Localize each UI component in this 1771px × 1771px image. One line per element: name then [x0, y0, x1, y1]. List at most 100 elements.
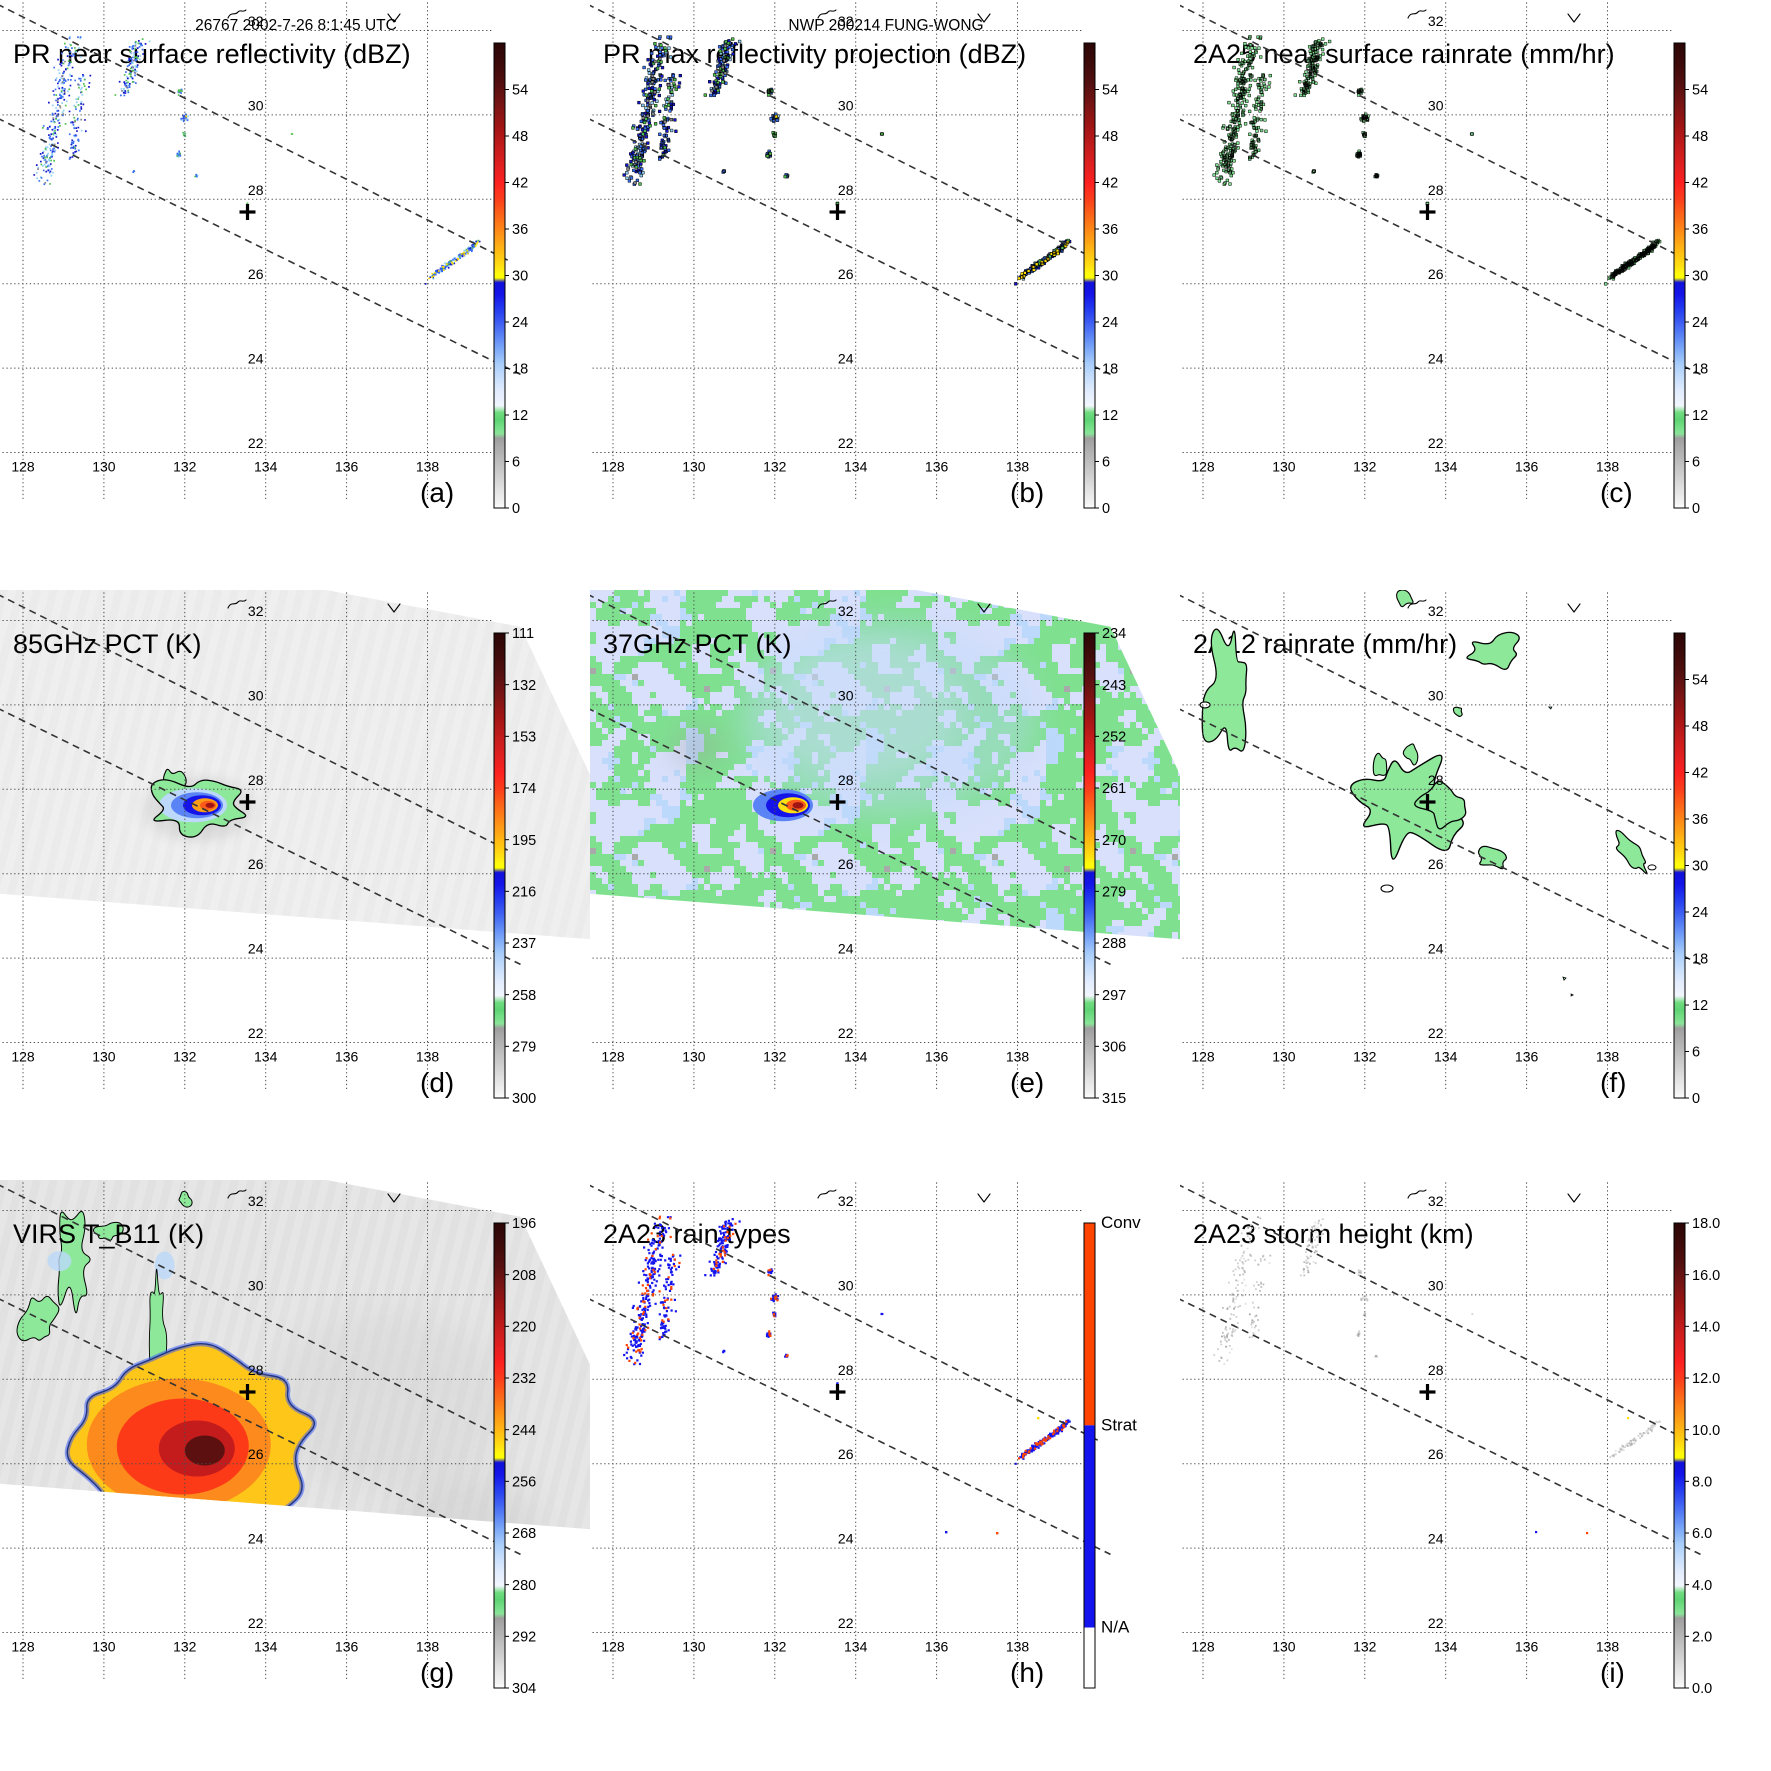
svg-text:315: 315 [1102, 1091, 1126, 1107]
svg-text:216: 216 [512, 885, 536, 901]
svg-text:24: 24 [838, 941, 854, 957]
svg-text:136: 136 [335, 1049, 359, 1065]
svg-text:128: 128 [601, 1049, 625, 1065]
svg-text:132: 132 [173, 459, 197, 475]
svg-text:136: 136 [1515, 459, 1539, 475]
svg-text:28: 28 [1428, 1362, 1444, 1378]
svg-text:304: 304 [512, 1681, 536, 1697]
svg-text:48: 48 [1692, 719, 1708, 735]
svg-text:279: 279 [512, 1040, 536, 1056]
svg-text:26: 26 [248, 1446, 264, 1462]
svg-text:138: 138 [416, 1049, 440, 1065]
svg-text:24: 24 [838, 351, 854, 367]
svg-text:32: 32 [248, 1193, 264, 1209]
svg-text:6: 6 [1692, 1045, 1700, 1061]
svg-text:6.0: 6.0 [1692, 1526, 1712, 1542]
svg-text:306: 306 [1102, 1040, 1126, 1056]
svg-text:22: 22 [1428, 1615, 1444, 1631]
svg-text:24: 24 [248, 351, 264, 367]
svg-text:24: 24 [1692, 315, 1708, 331]
svg-text:2A23 rain types: 2A23 rain types [603, 1219, 791, 1249]
svg-text:30: 30 [1692, 269, 1708, 285]
svg-text:24: 24 [248, 1531, 264, 1547]
svg-text:(b): (b) [1010, 477, 1044, 508]
svg-text:NWP 200214 FUNG-WONG: NWP 200214 FUNG-WONG [788, 17, 983, 34]
svg-text:42: 42 [1102, 176, 1118, 192]
svg-text:24: 24 [838, 1531, 854, 1547]
svg-text:280: 280 [512, 1578, 536, 1594]
svg-text:24: 24 [1102, 315, 1118, 331]
svg-text:132: 132 [1353, 1639, 1377, 1655]
svg-text:138: 138 [1006, 1639, 1030, 1655]
svg-text:24: 24 [1428, 351, 1444, 367]
svg-text:30: 30 [1428, 1277, 1444, 1293]
svg-text:268: 268 [512, 1526, 536, 1542]
svg-text:237: 237 [512, 936, 536, 952]
svg-text:130: 130 [92, 459, 116, 475]
svg-text:28: 28 [1428, 182, 1444, 198]
svg-text:134: 134 [1434, 1639, 1458, 1655]
svg-text:134: 134 [254, 1049, 278, 1065]
svg-text:28: 28 [838, 1362, 854, 1378]
svg-text:136: 136 [335, 1639, 359, 1655]
svg-text:111: 111 [512, 626, 534, 642]
svg-text:Conv: Conv [1101, 1213, 1141, 1232]
svg-text:138: 138 [1596, 1049, 1620, 1065]
svg-text:130: 130 [1272, 1049, 1296, 1065]
svg-text:22: 22 [1428, 1025, 1444, 1041]
svg-text:134: 134 [254, 1639, 278, 1655]
svg-text:132: 132 [1353, 1049, 1377, 1065]
svg-text:128: 128 [601, 459, 625, 475]
svg-text:32: 32 [1428, 13, 1444, 29]
svg-text:48: 48 [1692, 129, 1708, 145]
svg-text:138: 138 [1596, 1639, 1620, 1655]
svg-text:30: 30 [248, 687, 264, 703]
svg-text:26: 26 [248, 266, 264, 282]
svg-text:36: 36 [1692, 812, 1708, 828]
svg-text:Strat: Strat [1101, 1415, 1137, 1434]
svg-text:130: 130 [92, 1049, 116, 1065]
svg-text:208: 208 [512, 1268, 536, 1284]
svg-text:(g): (g) [420, 1657, 454, 1688]
svg-text:22: 22 [248, 1025, 264, 1041]
svg-text:18: 18 [1692, 362, 1708, 378]
svg-text:32: 32 [838, 603, 854, 619]
svg-text:288: 288 [1102, 936, 1126, 952]
svg-text:138: 138 [416, 459, 440, 475]
svg-text:261: 261 [1102, 781, 1126, 797]
svg-text:128: 128 [11, 459, 35, 475]
svg-text:10.0: 10.0 [1692, 1423, 1720, 1439]
svg-text:132: 132 [1353, 459, 1377, 475]
svg-text:134: 134 [844, 1049, 868, 1065]
svg-text:26: 26 [838, 856, 854, 872]
svg-text:30: 30 [248, 97, 264, 113]
svg-text:24: 24 [1692, 905, 1708, 921]
svg-text:22: 22 [838, 1025, 854, 1041]
svg-text:128: 128 [11, 1639, 35, 1655]
svg-text:220: 220 [512, 1320, 536, 1336]
svg-text:256: 256 [512, 1475, 536, 1491]
svg-text:134: 134 [254, 459, 278, 475]
svg-text:28: 28 [838, 182, 854, 198]
svg-text:54: 54 [1102, 83, 1118, 99]
svg-text:136: 136 [1515, 1639, 1539, 1655]
svg-text:8.0: 8.0 [1692, 1475, 1712, 1491]
svg-text:134: 134 [844, 459, 868, 475]
svg-text:6: 6 [512, 455, 520, 471]
svg-text:32: 32 [1428, 1193, 1444, 1209]
svg-text:42: 42 [512, 176, 528, 192]
svg-text:12.0: 12.0 [1692, 1371, 1720, 1387]
svg-text:6: 6 [1692, 455, 1700, 471]
svg-text:130: 130 [1272, 1639, 1296, 1655]
svg-text:196: 196 [512, 1216, 536, 1232]
svg-text:138: 138 [1006, 459, 1030, 475]
svg-text:128: 128 [1191, 1049, 1215, 1065]
svg-text:130: 130 [1272, 459, 1296, 475]
svg-text:4.0: 4.0 [1692, 1578, 1712, 1594]
svg-text:300: 300 [512, 1091, 536, 1107]
svg-text:134: 134 [844, 1639, 868, 1655]
svg-text:30: 30 [248, 1277, 264, 1293]
svg-text:22: 22 [248, 1615, 264, 1631]
svg-text:30: 30 [1692, 859, 1708, 875]
svg-text:18: 18 [1692, 952, 1708, 968]
